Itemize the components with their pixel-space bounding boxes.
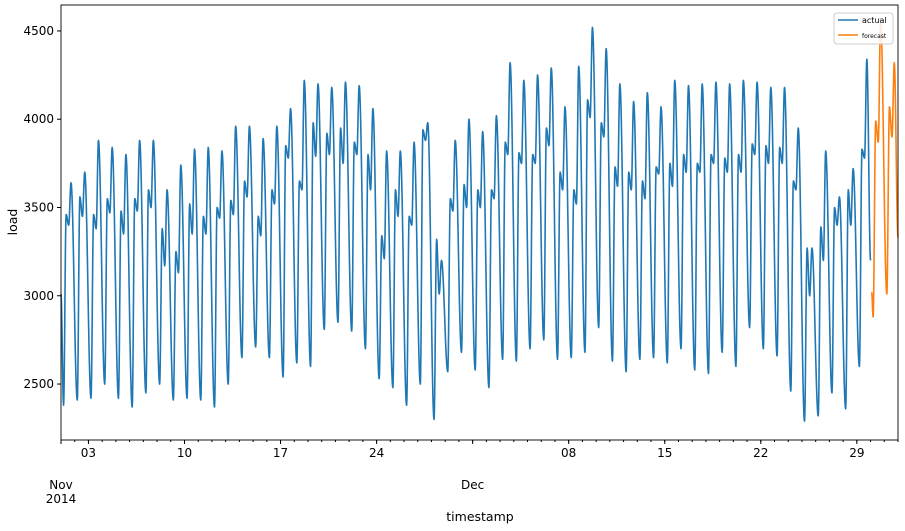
x-tick-label: 03 <box>81 446 96 460</box>
y-axis: 2500 3000 3500 4000 4500 <box>23 24 61 391</box>
x-tick-label: 29 <box>849 446 864 460</box>
legend-label-actual: actual <box>862 16 887 25</box>
x-tick-label: 17 <box>273 446 288 460</box>
x-year-label: 2014 <box>46 492 77 506</box>
y-tick-label: 3500 <box>23 200 54 214</box>
x-tick-label: 15 <box>657 446 672 460</box>
y-axis-label: load <box>5 209 20 236</box>
x-tick-label: 24 <box>369 446 384 460</box>
series-line-actual <box>60 26 872 422</box>
x-tick-label: 10 <box>177 446 192 460</box>
x-month-label: Nov <box>49 478 72 492</box>
plot-frame <box>60 4 899 441</box>
x-tick-label: 22 <box>753 446 768 460</box>
y-tick-label: 3000 <box>23 289 54 303</box>
legend: actual forecast <box>833 12 894 45</box>
x-tick-label: 08 <box>561 446 576 460</box>
y-tick-label: 4500 <box>23 24 54 38</box>
series-line-forecast <box>870 19 899 318</box>
x-month-label: Dec <box>461 478 484 492</box>
y-tick-label: 2500 <box>23 377 54 391</box>
legend-label-forecast: forecast <box>862 33 887 40</box>
x-axis-label: timestamp <box>446 509 513 524</box>
y-tick-label: 4000 <box>23 112 54 126</box>
plot-lines <box>60 19 899 422</box>
